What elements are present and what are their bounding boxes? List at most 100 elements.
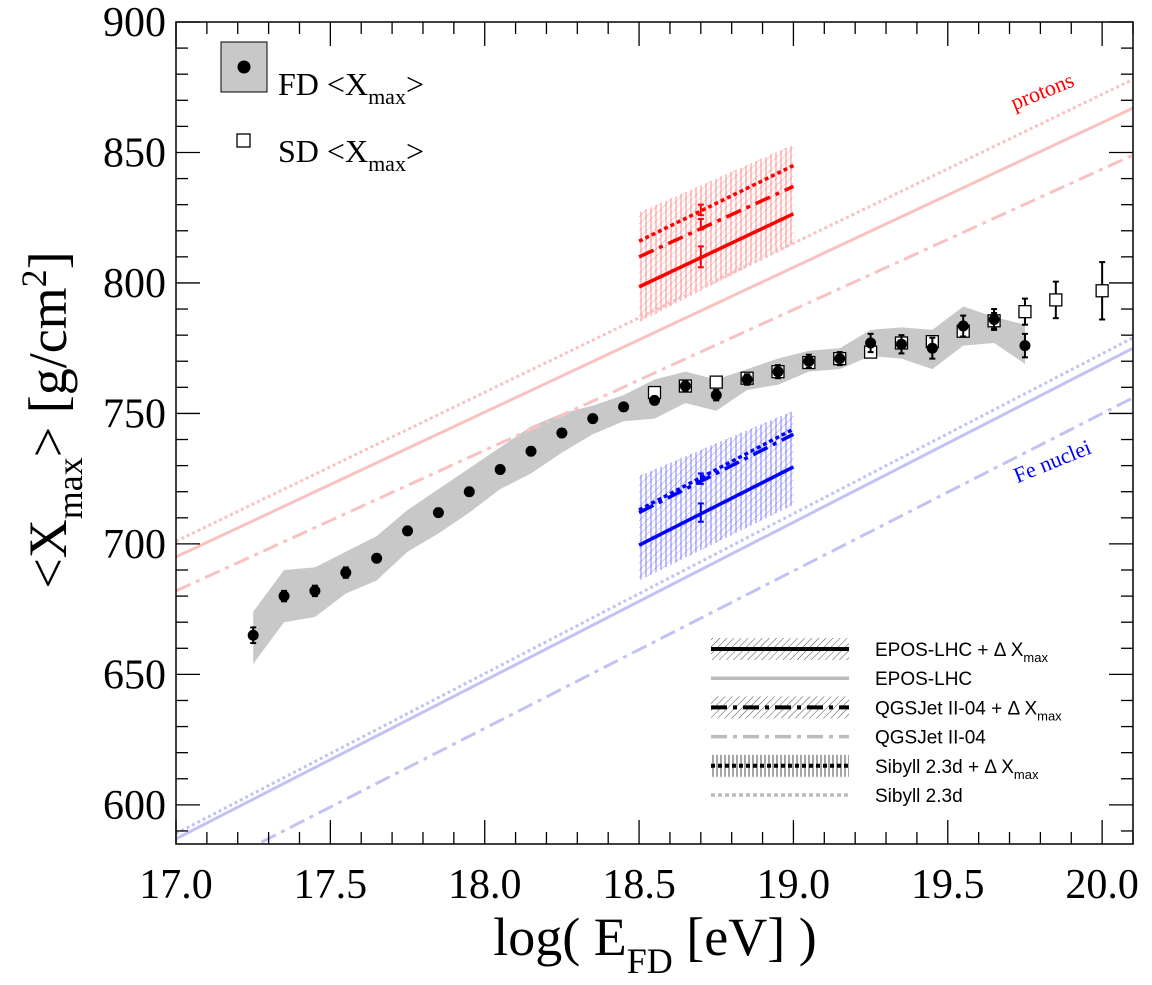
y-axis-title-pre: <X — [18, 519, 78, 588]
iron-line-solid — [176, 346, 1133, 841]
legend-label-2: QGSJet II-04 + Δ Xmax — [875, 698, 1062, 723]
y-tick-label: 850 — [103, 130, 166, 176]
y-tick-label: 600 — [103, 783, 166, 829]
fd-point — [710, 389, 722, 401]
legend-sd-label-sub: max — [368, 151, 406, 176]
proton-shift-line-dashdot — [638, 184, 795, 259]
fd-point — [494, 464, 506, 476]
proton-shift-line-solid — [638, 212, 795, 289]
legend-hatch-swatch-4 — [711, 754, 849, 777]
legend-layer: FD <Xmax>SD <Xmax>EPOS-LHC + Δ XmaxEPOS-… — [220, 41, 1062, 807]
legend-label-sub-2: max — [1037, 708, 1062, 723]
fd-point — [741, 374, 753, 386]
x-tick-label: 19.0 — [757, 862, 831, 908]
legend-label-main-5: Sibyll 2.3d — [875, 786, 963, 807]
proton-line-dashdot — [176, 153, 1133, 593]
iron-shift-line-dashdot — [638, 432, 795, 515]
fd-point — [587, 413, 599, 425]
legend-fd-label-main: FD <X — [278, 66, 368, 102]
legend-label-main-1: EPOS-LHC — [875, 669, 972, 690]
legend-fd-label: FD <Xmax> — [278, 66, 424, 109]
bands-layer — [253, 144, 1025, 664]
legend-sd-label: SD <Xmax> — [278, 133, 424, 176]
legend-sd-label-main: SD <X — [278, 133, 368, 169]
x-tick-label: 20.0 — [1065, 862, 1139, 908]
proton-shift-band-diag — [639, 144, 794, 323]
iron-shift-line-dotted — [638, 427, 795, 512]
fd-point — [340, 567, 352, 579]
legend-label-sub-0: max — [1023, 650, 1048, 665]
x-tick-label: 18.5 — [602, 862, 676, 908]
data-points-layer — [247, 261, 1109, 645]
legend-label-3: QGSJet II-04 — [875, 728, 986, 749]
annotation-fe-nuclei: Fe nuclei — [1010, 434, 1095, 488]
fd-point — [926, 342, 938, 354]
x-axis-title: log( EFD [eV] ) — [493, 907, 816, 981]
legend-label-0: EPOS-LHC + Δ Xmax — [875, 640, 1048, 665]
fd-point — [957, 320, 969, 332]
y-axis-title-sub: max — [50, 457, 90, 519]
fd-point — [402, 525, 414, 537]
fd-point — [556, 427, 568, 439]
legend-fd-label-sub: max — [368, 84, 406, 109]
legend-sd-label-post: > — [406, 133, 424, 169]
x-tick-label: 19.5 — [911, 862, 985, 908]
legend-fd-marker — [237, 60, 251, 74]
model-lines-layer — [176, 78, 1133, 844]
y-axis-title: <Xmax> [g/cm2] — [14, 251, 90, 588]
y-axis-title-sup: 2 — [14, 269, 54, 287]
sd-point — [1049, 293, 1063, 307]
x-axis-title-sub: FD — [627, 941, 673, 981]
x-tick-label: 18.0 — [448, 862, 522, 908]
legend-label-sub-4: max — [1014, 767, 1039, 782]
legend-label-4: Sibyll 2.3d + Δ Xmax — [875, 757, 1039, 782]
plot-frame — [175, 21, 1134, 845]
fd-point — [309, 585, 321, 597]
y-tick-label: 700 — [103, 522, 166, 568]
sd-point — [1095, 284, 1109, 298]
fd-point — [772, 366, 784, 378]
proton-shift-line-dotted — [638, 163, 795, 243]
fd-point — [865, 337, 877, 349]
fd-point — [525, 445, 537, 457]
legend-label-main-0: EPOS-LHC + Δ X — [875, 640, 1024, 661]
fd-point — [618, 401, 630, 413]
sd-point — [709, 375, 723, 389]
fd-point — [1019, 340, 1031, 352]
legend-label-main-3: QGSJet II-04 — [875, 728, 986, 749]
y-tick-label: 650 — [103, 652, 166, 698]
iron-shift-line-solid — [638, 465, 795, 547]
proton-line-solid — [176, 106, 1133, 559]
axes-layer: 17.0 17.5 18.0 18.5 19.0 19.5 20.0 600 650 700 750… — [103, 0, 1139, 908]
fd-point — [247, 629, 259, 641]
fd-point — [679, 380, 691, 392]
y-axis-title-mid: > [g/cm — [18, 287, 78, 457]
fd-point — [432, 507, 444, 519]
legend-fd-label-post: > — [406, 66, 424, 102]
y-tick-label: 800 — [103, 261, 166, 307]
fd-point — [463, 486, 475, 498]
y-tick-label: 750 — [103, 391, 166, 437]
fd-point — [803, 355, 815, 367]
y-axis-title-post: ] — [18, 251, 78, 269]
fd-point — [988, 313, 1000, 325]
legend-label-1: EPOS-LHC — [875, 669, 972, 690]
y-tick-label: 900 — [103, 0, 166, 46]
fd-point — [371, 552, 383, 564]
x-axis-title-main: log( E — [493, 907, 626, 967]
iron-line-dashdot — [254, 396, 1133, 844]
legend-label-main-4: Sibyll 2.3d + Δ X — [875, 757, 1014, 778]
x-tick-label: 17.5 — [294, 862, 368, 908]
x-axis-title-tail: [eV] ) — [673, 907, 817, 967]
x-tick-label: 17.0 — [139, 862, 213, 908]
fd-point — [834, 353, 846, 365]
legend-sd-marker — [236, 133, 251, 148]
sd-point — [1018, 305, 1032, 319]
fd-systematic-band — [253, 306, 1025, 664]
legend-label-5: Sibyll 2.3d — [875, 786, 963, 807]
annotation-protons: protons — [1007, 67, 1078, 115]
fd-point — [278, 590, 290, 602]
fd-point — [649, 394, 660, 406]
fd-point — [895, 338, 907, 350]
